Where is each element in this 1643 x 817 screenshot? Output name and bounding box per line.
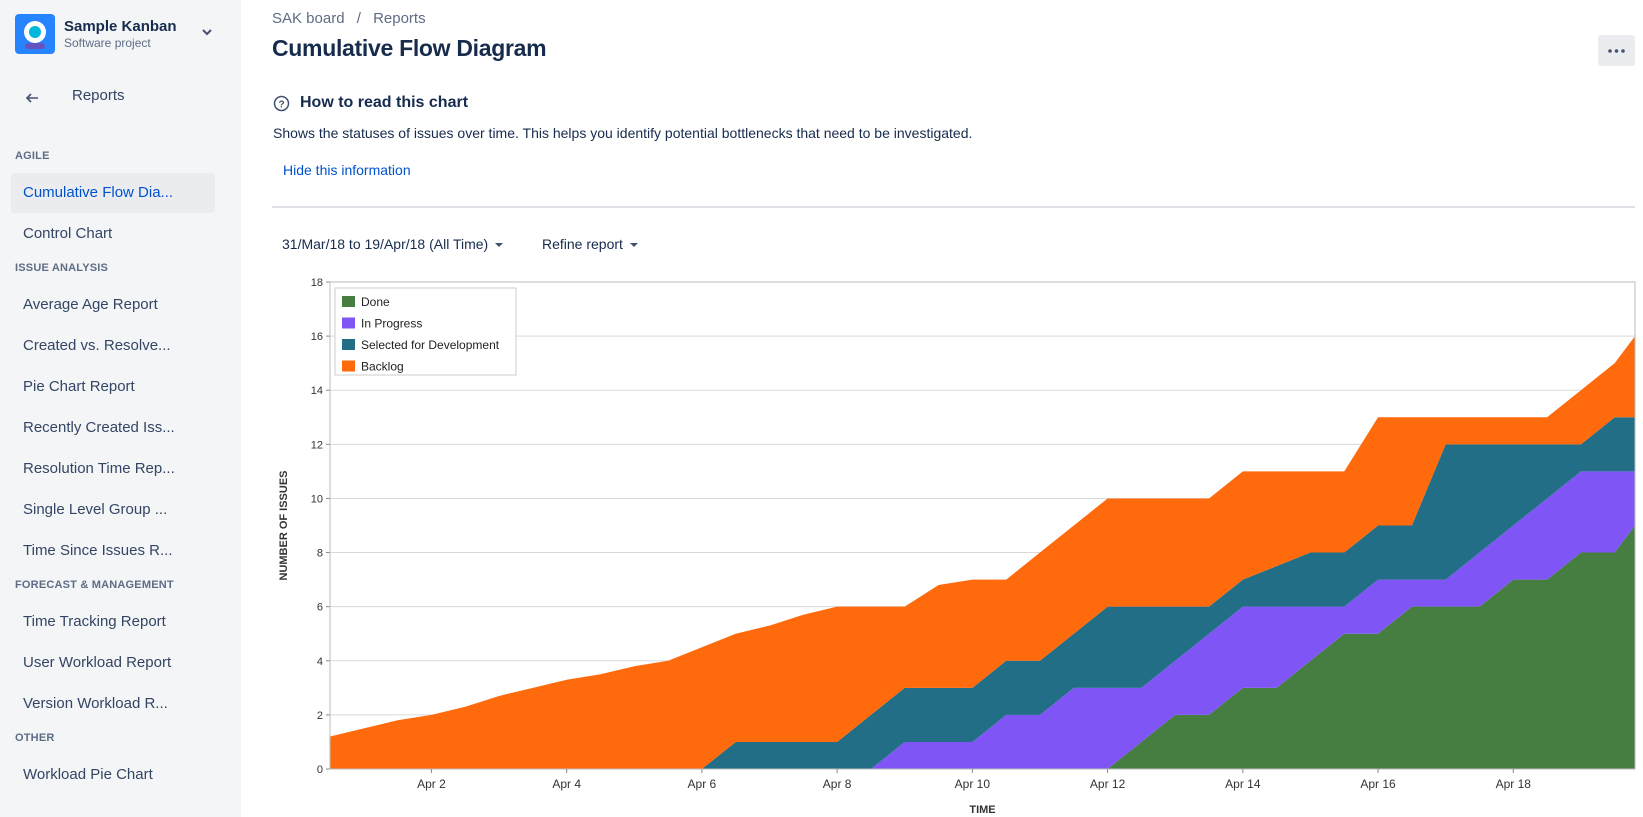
y-tick-label: 0 — [317, 764, 323, 776]
x-tick-label: Apr 10 — [955, 777, 991, 791]
nav-item[interactable]: User Workload Report — [23, 654, 172, 671]
legend-swatch — [342, 296, 355, 307]
nav-item[interactable]: Cumulative Flow Dia... — [11, 173, 215, 213]
y-tick-label: 2 — [317, 710, 323, 722]
project-type: Software project — [64, 36, 151, 50]
back-arrow[interactable] — [24, 91, 40, 105]
x-tick-label: Apr 8 — [823, 777, 852, 791]
nav-item[interactable]: Single Level Group ... — [23, 501, 168, 518]
project-dropdown[interactable] — [201, 28, 213, 38]
project-name: Sample Kanban — [64, 18, 177, 35]
date-range: 31/Mar/18 to 19/Apr/18 (All Time) — [282, 236, 489, 252]
x-tick-label: Apr 6 — [688, 777, 717, 791]
area — [330, 417, 1635, 769]
breadcrumb-separator: / — [356, 10, 361, 27]
legend-swatch — [342, 339, 355, 350]
section-title: AGILE — [15, 150, 50, 162]
breadcrumb[interactable]: Reports — [373, 10, 426, 27]
y-tick-label: 18 — [311, 277, 323, 289]
x-tick-label: Apr 2 — [417, 777, 446, 791]
legend-label: Backlog — [361, 360, 404, 374]
svg-text:?: ? — [278, 100, 284, 111]
nav-item[interactable]: Time Tracking Report — [23, 613, 166, 630]
y-tick-label: 4 — [317, 656, 323, 668]
x-tick-label: Apr 18 — [1496, 777, 1532, 791]
section-title: FORECAST & MANAGEMENT — [15, 579, 174, 591]
nav-item[interactable]: Created vs. Resolve... — [23, 337, 171, 354]
y-tick-label: 6 — [317, 602, 323, 614]
legend-label: In Progress — [361, 317, 422, 331]
back-link[interactable]: Reports — [72, 87, 125, 104]
nav-item[interactable]: Workload Pie Chart — [23, 766, 153, 783]
x-tick-label: Apr 16 — [1360, 777, 1396, 791]
y-tick-label: 12 — [311, 439, 323, 451]
y-tick-label: 14 — [311, 385, 323, 397]
info-heading: How to read this chart — [300, 94, 469, 111]
x-axis-title: TIME — [969, 804, 995, 816]
section-title: OTHER — [15, 732, 55, 744]
refine-control[interactable]: Refine report — [542, 236, 638, 252]
x-tick-label: Apr 14 — [1225, 777, 1261, 791]
nav-item[interactable]: Recently Created Iss... — [23, 419, 175, 436]
y-axis-title: NUMBER OF ISSUES — [278, 470, 290, 580]
legend-label: Done — [361, 295, 390, 309]
legend-box — [334, 287, 517, 376]
nav-item[interactable]: Average Age Report — [23, 296, 158, 313]
y-tick-label: 16 — [311, 331, 323, 343]
y-tick-label: 10 — [311, 493, 323, 505]
info-text: Shows the statuses of issues over time. … — [273, 125, 973, 141]
area — [330, 525, 1635, 769]
project-avatar — [15, 14, 55, 54]
x-tick-label: Apr 4 — [552, 777, 581, 791]
y-tick-label: 8 — [317, 548, 323, 560]
nav-item[interactable]: Version Workload R... — [23, 695, 168, 712]
nav-item[interactable]: Resolution Time Rep... — [23, 460, 175, 477]
legend-label: Selected for Development — [361, 338, 500, 352]
legend: Done In Progress Selected for Development B… — [334, 287, 517, 376]
section-title: ISSUE ANALYSIS — [15, 262, 109, 274]
refine-report: Refine report — [542, 236, 623, 252]
area — [330, 471, 1635, 769]
legend-swatch — [342, 360, 355, 372]
date-range-control[interactable]: 31/Mar/18 to 19/Apr/18 (All Time) — [282, 236, 504, 252]
page-title: Cumulative Flow Diagram — [272, 35, 547, 61]
breadcrumb[interactable]: SAK board — [272, 10, 345, 27]
breadcrumbs: SAK board / Reports — [272, 10, 426, 27]
more-button[interactable] — [1598, 35, 1635, 66]
legend-swatch — [342, 317, 355, 329]
nav-item[interactable]: Control Chart — [23, 225, 113, 242]
plot-frame — [329, 281, 1636, 770]
divider — [272, 206, 1635, 208]
help-icon: ? — [273, 95, 290, 112]
nav-item[interactable]: Time Since Issues R... — [23, 542, 173, 559]
hide-info-link[interactable]: Hide this information — [283, 162, 411, 178]
sidebar: Sample Kanban Software project Reports A… — [0, 0, 241, 817]
more-icon — [1608, 49, 1625, 53]
x-tick-label: Apr 12 — [1090, 777, 1126, 791]
area — [330, 336, 1635, 769]
nav-item[interactable]: Pie Chart Report — [23, 378, 135, 395]
